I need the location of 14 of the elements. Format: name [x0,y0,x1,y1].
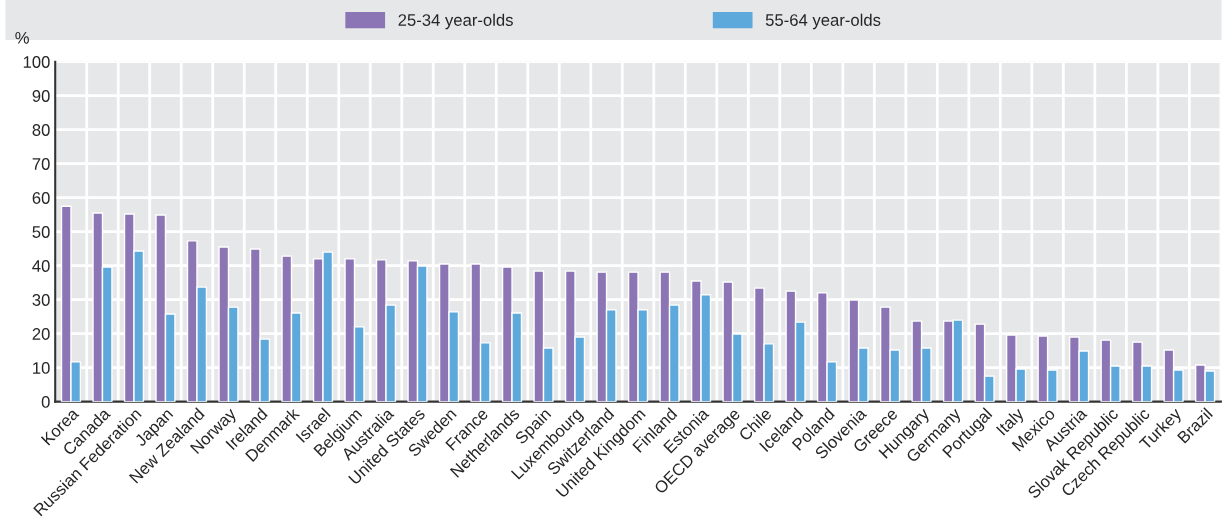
y-tick-label: 80 [32,124,50,136]
y-tick-label: 20 [32,328,50,340]
y-tick-label: 60 [32,192,50,204]
legend-label: 55-64 year-olds [765,13,881,30]
y-tick-label: 70 [32,158,50,170]
y-tick-label: 40 [32,260,50,272]
y-tick-label: 90 [32,90,50,102]
y-tick-label: 0 [41,396,50,408]
y-tick-label: 30 [32,294,50,306]
y-axis-title: % [15,31,29,44]
y-tick-label: 10 [33,362,50,374]
y-tick-label: 50 [32,226,50,238]
legend-label: 25-34 year-olds [398,13,513,30]
y-tick-label: 100 [23,56,50,68]
